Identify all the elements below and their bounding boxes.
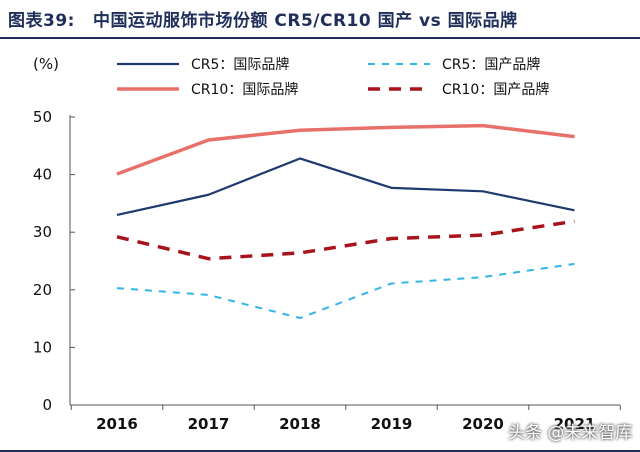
bottom-divider — [0, 450, 640, 452]
figure-title: 中国运动服饰市场份额 CR5/CR10 国产 vs 国际品牌 — [92, 11, 518, 31]
series-line-2 — [116, 123, 575, 176]
figure-label: 图表39: — [8, 11, 75, 31]
legend-label: CR5：国产品牌 — [442, 56, 540, 73]
title-divider — [0, 37, 640, 39]
series-line-3 — [116, 262, 575, 320]
series-lines — [116, 123, 575, 320]
y-tick-label: 30 — [33, 223, 52, 241]
series-line-1 — [116, 157, 575, 216]
chart-title: 图表39: 中国运动服饰市场份额 CR5/CR10 国产 vs 国际品牌 — [8, 6, 518, 31]
y-tick-label: 10 — [33, 338, 52, 356]
legend-label: CR5：国际品牌 — [191, 56, 289, 73]
series-line-4 — [116, 219, 575, 261]
x-tick-label: 2018 — [279, 415, 321, 433]
x-tick-label: 2016 — [96, 415, 138, 433]
y-axis-label: (%) — [33, 55, 59, 73]
legend-label: CR10：国际品牌 — [191, 81, 298, 98]
y-tick-label: 40 — [33, 166, 52, 184]
x-tick-label: 2017 — [188, 415, 230, 433]
x-tick-label: 2021 — [554, 415, 596, 433]
x-tick-label: 2019 — [371, 415, 413, 433]
y-tick-label: 0 — [42, 396, 52, 414]
y-tick-label: 50 — [33, 108, 52, 126]
legend: CR5：国际品牌 CR10：国际品牌 CR5：国产品牌 CR10：国产品牌 — [117, 56, 549, 98]
x-tick-label: 2020 — [462, 415, 504, 433]
watermark: 头条 @未来智库 — [508, 423, 633, 443]
legend-label: CR10：国产品牌 — [442, 81, 549, 98]
y-tick-label: 20 — [33, 281, 52, 299]
axes: 0 10 20 30 40 50 (%) 2016 2017 2018 2019 2020 2021 — [33, 55, 621, 433]
